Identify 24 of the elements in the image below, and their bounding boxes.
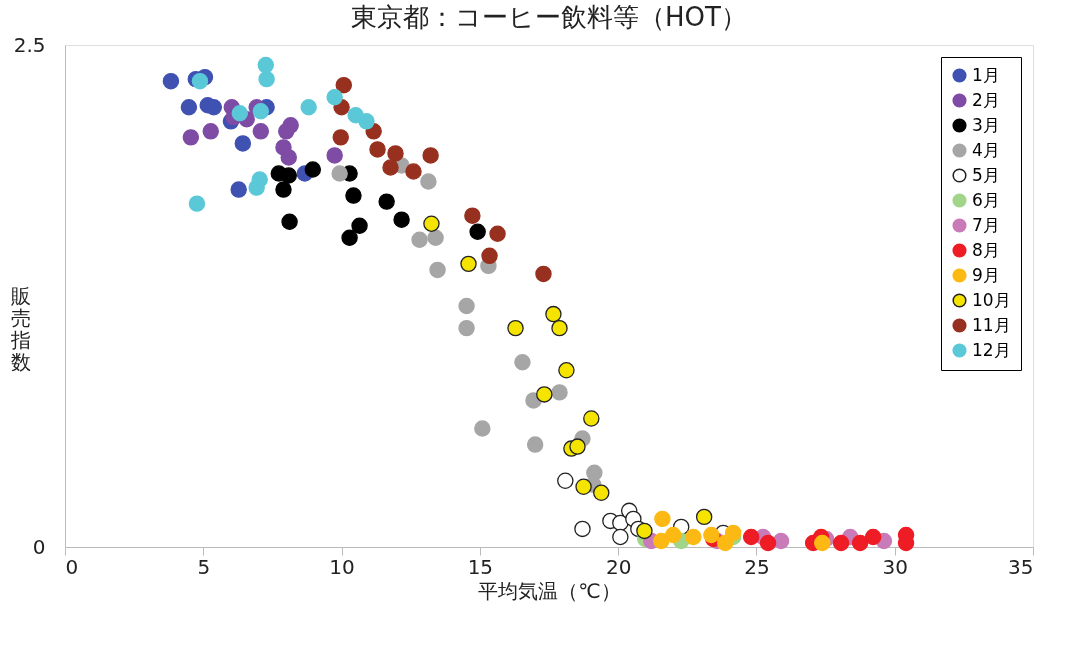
x-tick-label: 30 — [882, 554, 908, 579]
y-axis-title: 販売指数 — [9, 283, 31, 374]
x-tick-label: 25 — [744, 554, 770, 579]
legend-label: 2月 — [972, 89, 1000, 110]
x-tick-label: 15 — [467, 554, 494, 579]
x-axis-title: 平均気温（℃） — [478, 578, 621, 603]
legend-label: 11月 — [972, 314, 1011, 335]
legend-label: 10月 — [972, 289, 1011, 310]
x-tick-label: 5 — [197, 554, 211, 579]
legend-label: 3月 — [972, 114, 1000, 135]
legend-label: 9月 — [972, 264, 1000, 285]
chart-title: 東京都：コーヒー飲料等（HOT） — [351, 2, 747, 32]
legend-label: 6月 — [972, 189, 1000, 210]
legend-label: 1月 — [972, 64, 1000, 85]
x-tick-label: 10 — [329, 554, 355, 579]
legend-label: 8月 — [972, 239, 1000, 260]
y-tick-label: 2.5 — [13, 32, 46, 57]
legend-label: 5月 — [972, 164, 1000, 185]
legend-label: 4月 — [972, 139, 1000, 160]
x-tick-label: 20 — [605, 554, 632, 579]
legend-label: 7月 — [972, 214, 1000, 235]
legend-label: 12月 — [972, 339, 1011, 360]
x-tick-label: 35 — [1008, 554, 1034, 579]
x-tick-label: 0 — [65, 554, 79, 579]
